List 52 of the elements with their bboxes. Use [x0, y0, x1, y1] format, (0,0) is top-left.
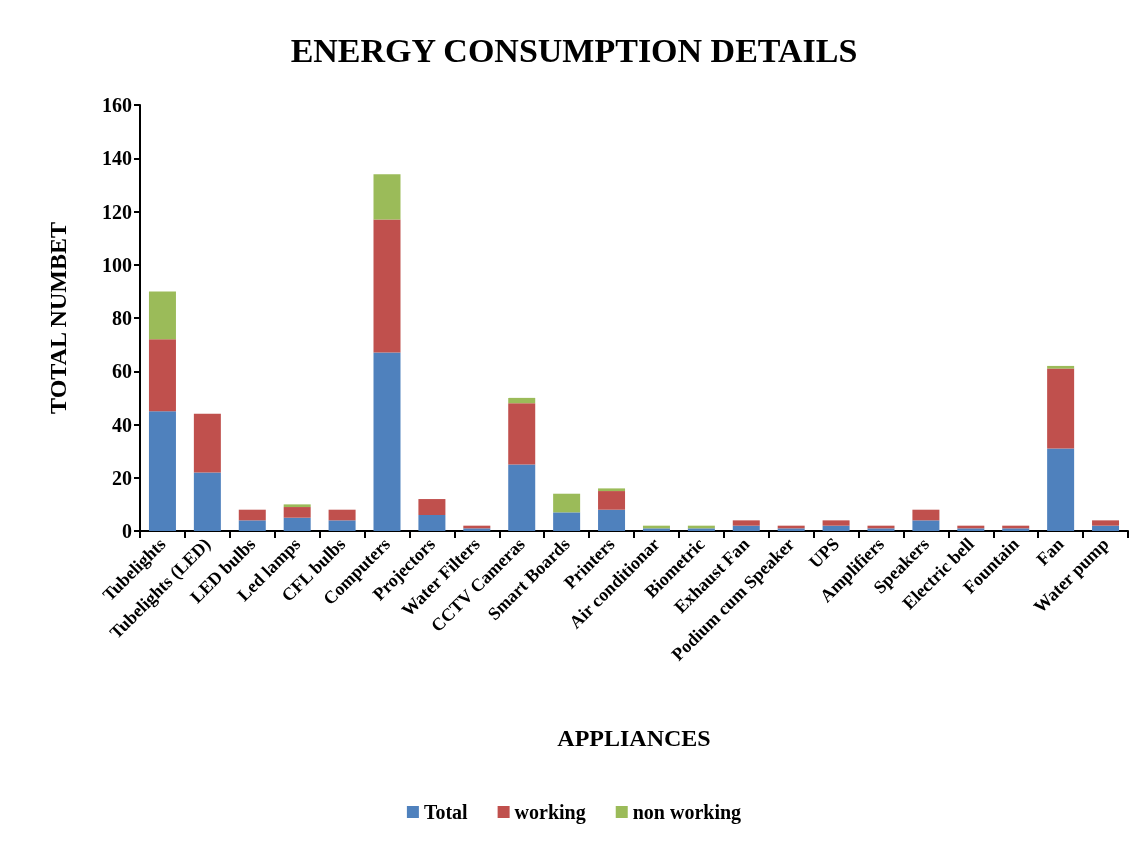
bar [328, 509, 356, 521]
bar [1047, 368, 1075, 449]
bar [148, 339, 176, 412]
bar [148, 291, 176, 340]
bar [238, 520, 266, 531]
legend-label: non working [632, 801, 742, 824]
bar [373, 352, 401, 531]
bar [598, 509, 626, 531]
bar [1047, 448, 1075, 531]
bar [508, 397, 536, 404]
bar [912, 509, 940, 521]
y-tick-label: 0 [122, 520, 132, 542]
bar [193, 413, 221, 473]
y-tick-label: 100 [102, 253, 132, 276]
y-tick-label: 120 [102, 200, 132, 223]
bar [508, 464, 536, 531]
bar [418, 499, 446, 516]
bar [912, 520, 940, 531]
bar [373, 174, 401, 220]
bar [238, 509, 266, 521]
y-tick-label: 20 [112, 466, 132, 489]
bar [553, 512, 581, 531]
bar [553, 493, 581, 513]
bar [1047, 365, 1075, 369]
bar [822, 525, 850, 531]
bar [508, 403, 536, 465]
bar [1092, 525, 1120, 531]
bar [373, 219, 401, 353]
legend-label: Total [423, 801, 469, 823]
bar [193, 472, 221, 531]
y-tick-label: 160 [102, 94, 132, 116]
y-tick-label: 60 [112, 360, 132, 383]
bar [598, 491, 626, 510]
bar [283, 517, 311, 531]
bar [732, 520, 760, 526]
bar [822, 520, 850, 526]
bar [283, 504, 311, 508]
y-axis-title: TOTAL NUMBET [45, 222, 71, 414]
legend-label: working [514, 801, 586, 824]
bar [148, 411, 176, 531]
x-axis-title: APPLIANCES [557, 725, 711, 751]
bar [283, 507, 311, 518]
x-tick-label: Fan [1032, 533, 1068, 570]
y-tick-label: 40 [112, 413, 132, 436]
bar [598, 488, 626, 492]
y-tick-label: 140 [102, 147, 132, 170]
bar [328, 520, 356, 531]
bar [418, 515, 446, 531]
bar [1092, 520, 1120, 526]
chart-title: ENERGY CONSUMPTION DETAILS [290, 31, 858, 69]
y-tick-label: 80 [112, 307, 132, 329]
bar [732, 525, 760, 531]
